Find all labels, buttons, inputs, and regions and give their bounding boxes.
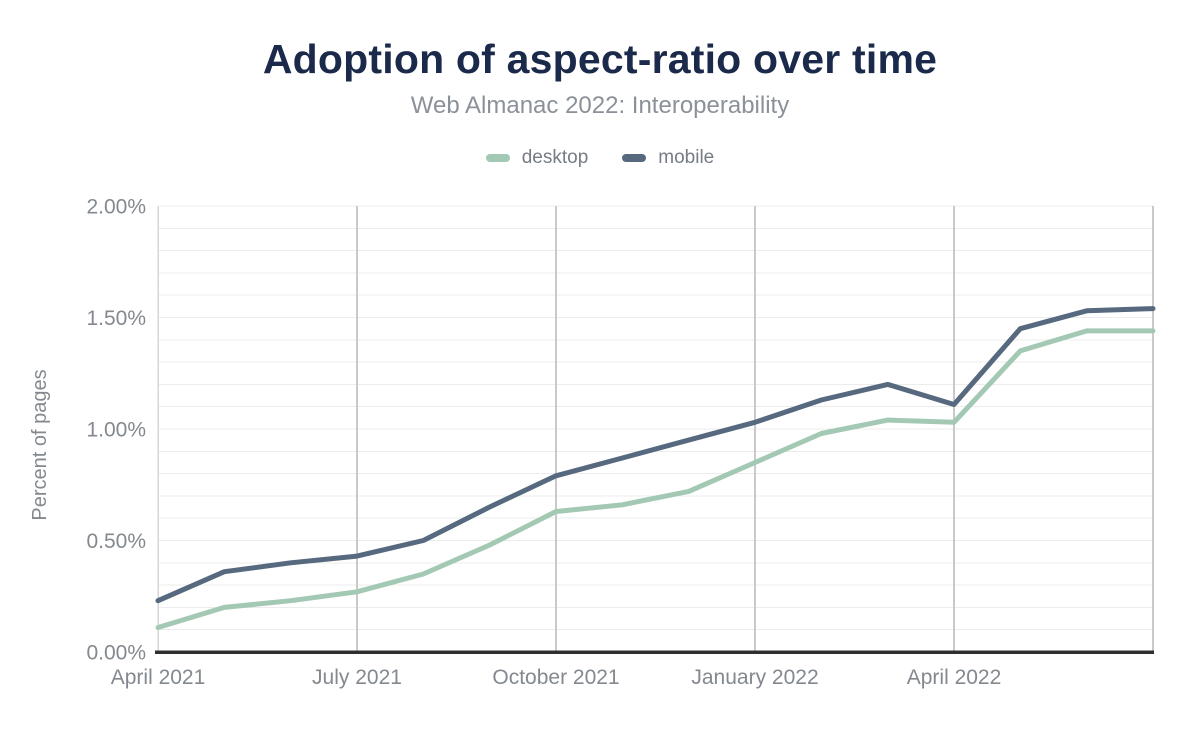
y-tick-label: 2.00%: [86, 196, 146, 219]
legend-label-desktop: desktop: [521, 147, 589, 168]
chart-subtitle: Web Almanac 2022: Interoperability: [410, 92, 790, 119]
legend-item-desktop[interactable]: desktop: [485, 147, 589, 169]
chart-title: Adoption of aspect-ratio over time: [262, 36, 938, 82]
y-axis-title: Percent of pages: [29, 369, 51, 520]
mobile-series-swatch-icon: [622, 154, 647, 162]
y-tick-label: 0.00%: [86, 642, 146, 665]
x-tick-label: January 2022: [691, 666, 818, 689]
x-tick-label: October 2021: [492, 666, 619, 689]
legend: desktop mobile: [0, 147, 1200, 169]
desktop-series-swatch-icon: [485, 154, 510, 162]
x-tick-label: April 2022: [907, 666, 1002, 689]
legend-label-mobile: mobile: [658, 147, 715, 168]
x-tick-label: July 2021: [312, 666, 402, 689]
y-tick-label: 0.50%: [86, 530, 146, 553]
series-line-mobile: [155, 306, 1156, 604]
x-tick-label: April 2021: [111, 666, 206, 689]
series-line-desktop: [155, 328, 1156, 630]
y-tick-label: 1.00%: [86, 419, 146, 442]
y-tick-label: 1.50%: [86, 307, 146, 330]
legend-item-mobile[interactable]: mobile: [622, 147, 714, 169]
